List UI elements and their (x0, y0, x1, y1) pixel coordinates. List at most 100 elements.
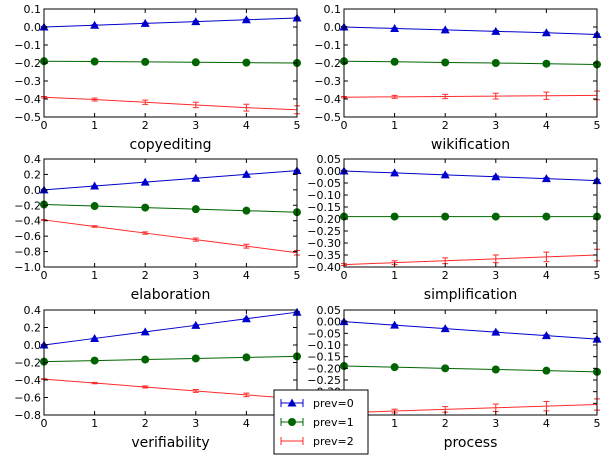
y-tick-label: −0.2 (14, 57, 41, 70)
data-point (390, 57, 399, 66)
y-tick-label: −0.4 (14, 215, 41, 228)
y-tick-label: −0.6 (14, 392, 41, 405)
x-tick-label: 5 (294, 119, 301, 132)
x-tick-label: 3 (492, 269, 499, 282)
data-point (90, 20, 100, 29)
x-tick-label: 5 (594, 269, 601, 282)
legend-entry-prev0: prev=0 (280, 397, 354, 410)
data-point (90, 356, 99, 365)
y-tick-label: 0.0 (24, 339, 42, 352)
data-point (390, 212, 399, 221)
y-tick-label: −0.25 (307, 374, 341, 387)
x-tick-label: 5 (594, 119, 601, 132)
series-line (343, 170, 598, 182)
x-tick-label: 1 (91, 119, 98, 132)
axes-frame (343, 8, 598, 118)
x-tick-label: 1 (391, 119, 398, 132)
y-tick-label: 0.05 (317, 304, 342, 317)
data-point (242, 206, 251, 215)
series-line (43, 204, 298, 213)
data-point (390, 363, 399, 372)
x-tick-label: 4 (243, 269, 250, 282)
y-tick-label: −0.1 (314, 39, 341, 52)
y-tick-label: 0.2 (24, 322, 42, 335)
series-line (43, 96, 298, 111)
data-point (441, 58, 450, 67)
y-tick-label: 0.1 (324, 3, 342, 16)
x-tick-label: 3 (192, 269, 199, 282)
series-line (43, 17, 298, 28)
ticks: 0 1 2 3 4 5 −0.5 −0.4 −0.3 −0.2 −0.1 0.0 0.1 (314, 3, 600, 132)
series-line (43, 170, 298, 191)
data-point (90, 57, 99, 66)
y-tick-label: −0.5 (14, 111, 41, 124)
axes-frame (43, 158, 298, 268)
x-tick-label: 0 (341, 269, 348, 282)
x-tick-label: 3 (192, 119, 199, 132)
axes-frame (43, 8, 298, 118)
x-tick-label: 4 (243, 417, 250, 430)
y-tick-label: −0.2 (314, 57, 341, 70)
x-axis-label: verifiability (131, 435, 209, 451)
data-point (491, 327, 501, 336)
y-tick-label: −0.20 (307, 362, 341, 375)
data-point (140, 327, 150, 336)
y-tick-label: 0.0 (24, 184, 42, 197)
x-axis-label: simplification (424, 287, 517, 303)
y-tick-label: −0.15 (307, 201, 341, 214)
x-axis-label: copyediting (130, 137, 212, 153)
y-tick-label: 0.00 (317, 316, 342, 329)
data-point (541, 28, 551, 37)
subplot-1: 0 1 2 3 4 5 −0.5 −0.4 −0.3 −0.2 −0.1 0.0 0.1 wikifica… (314, 3, 602, 153)
x-tick-label: 5 (294, 269, 301, 282)
legend-marker-triangle (287, 398, 297, 407)
data-point (191, 17, 201, 26)
x-tick-label: 4 (543, 417, 550, 430)
subplot-grid: 0 1 2 3 4 5 −0.5 −0.4 −0.3 −0.2 −0.1 0.0 0.1 copyedit… (14, 3, 602, 451)
series-line (343, 60, 598, 65)
data-point (390, 23, 400, 32)
x-tick-label: 1 (391, 269, 398, 282)
y-tick-label: −0.15 (307, 351, 341, 364)
data-point (491, 26, 501, 35)
series-0 (339, 166, 602, 185)
y-tick-label: −0.10 (307, 189, 341, 202)
data-point (542, 59, 551, 68)
x-tick-label: 1 (91, 269, 98, 282)
y-tick-label: 0.4 (24, 304, 42, 317)
data-point (141, 203, 150, 212)
series-line (343, 365, 598, 373)
series-0 (339, 317, 602, 343)
data-point (491, 59, 500, 67)
series-line (343, 254, 598, 266)
plot-area (44, 310, 297, 415)
data-point (90, 181, 100, 190)
subplot-2: 0 1 2 3 4 5 −1.0 −0.8 −0.6 −0.4 −0.2 0.0 0.2 0.4 elabo… (14, 153, 302, 303)
series-0 (339, 22, 602, 39)
y-tick-label: 0.0 (324, 21, 342, 34)
data-point (542, 366, 551, 375)
data-point (440, 170, 450, 179)
series-1 (340, 57, 601, 69)
series-line (343, 404, 598, 414)
x-tick-label: 2 (142, 417, 149, 430)
subplot-5: 012345−0.40−0.35−0.30−0.25−0.20−0.15−0.1… (307, 304, 602, 451)
subplot-0: 0 1 2 3 4 5 −0.5 −0.4 −0.3 −0.2 −0.1 0.0 0.1 copyedit… (14, 3, 302, 153)
subplot-3: 0 1 2 3 4 5 −0.40−0.35−0.30−0.25−0.20−0.15−0.1… (307, 153, 602, 303)
axes-frame (343, 309, 598, 416)
data-point (241, 15, 251, 24)
y-tick-label: −0.3 (14, 75, 41, 88)
ticks: 0 1 2 3 4 5 −0.40−0.35−0.30−0.25−0.20−0.15−0.1… (307, 153, 600, 282)
axes-frame (43, 309, 298, 416)
y-tick-label: −0.8 (14, 246, 41, 259)
x-tick-label: 3 (492, 417, 499, 430)
x-tick-label: 1 (391, 417, 398, 430)
y-tick-label: −0.20 (307, 213, 341, 226)
data-point (241, 314, 251, 323)
y-tick-label: 0.4 (24, 153, 42, 166)
legend-entry-prev1: prev=1 (280, 416, 354, 429)
data-point (191, 173, 201, 182)
x-axis-label: wikification (431, 137, 510, 153)
data-point (491, 365, 500, 374)
y-tick-label: 0.1 (24, 3, 42, 16)
